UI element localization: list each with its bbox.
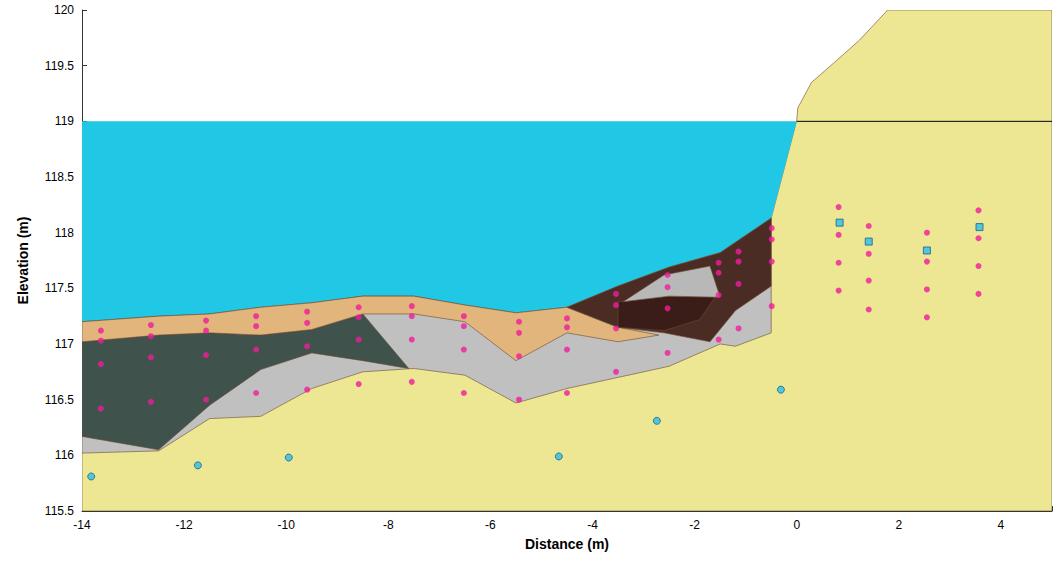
svg-text:-4: -4 <box>587 518 598 532</box>
svg-text:118.5: 118.5 <box>45 170 74 184</box>
svg-text:-12: -12 <box>175 518 193 532</box>
svg-text:-10: -10 <box>278 518 296 532</box>
svg-text:117: 117 <box>55 337 74 351</box>
svg-text:119: 119 <box>55 114 74 128</box>
svg-text:116.5: 116.5 <box>45 393 74 407</box>
svg-text:2: 2 <box>895 518 902 532</box>
svg-text:119.5: 119.5 <box>45 59 74 73</box>
svg-text:Elevation (m): Elevation (m) <box>15 217 31 305</box>
svg-text:116: 116 <box>55 448 74 462</box>
svg-text:115.5: 115.5 <box>45 504 74 518</box>
svg-text:117.5: 117.5 <box>45 281 74 295</box>
svg-text:0: 0 <box>793 518 800 532</box>
svg-text:118: 118 <box>55 226 74 240</box>
svg-text:-8: -8 <box>383 518 394 532</box>
svg-text:-14: -14 <box>73 518 91 532</box>
svg-text:-2: -2 <box>689 518 700 532</box>
svg-text:Distance (m): Distance (m) <box>525 536 609 552</box>
svg-text:120: 120 <box>54 3 74 17</box>
svg-text:-6: -6 <box>485 518 496 532</box>
svg-text:4: 4 <box>998 518 1005 532</box>
